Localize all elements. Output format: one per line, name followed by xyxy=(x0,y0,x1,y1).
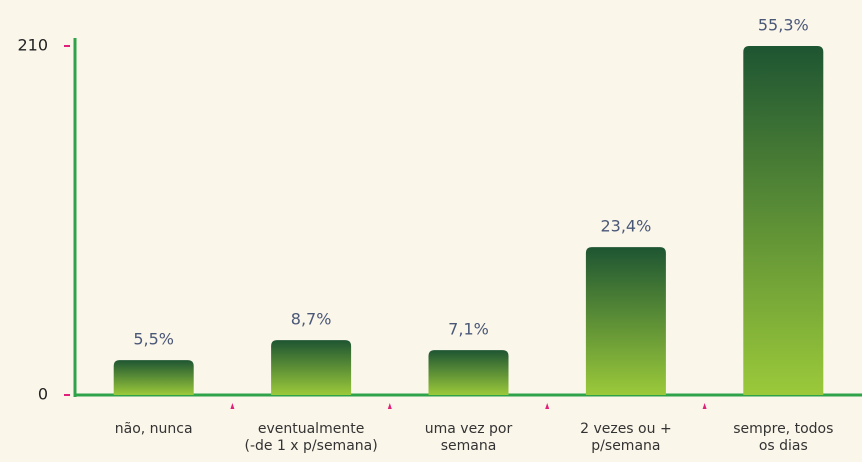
value-label: 8,7% xyxy=(291,310,332,329)
bar xyxy=(113,360,194,395)
bar xyxy=(585,247,666,395)
value-label: 55,3% xyxy=(758,16,809,35)
y-tick-label: 0 xyxy=(38,385,48,404)
bar xyxy=(271,340,352,395)
x-tick-label: uma vez por semana xyxy=(424,421,513,454)
x-tick xyxy=(702,403,707,409)
value-label: 23,4% xyxy=(600,217,651,236)
x-tick-label: 2 vezes ou + p/semana xyxy=(580,421,672,454)
y-tick-label: 210 xyxy=(17,36,48,55)
value-label: 7,1% xyxy=(448,320,489,339)
value-label: 5,5% xyxy=(133,330,174,349)
x-tick-label: eventualmente (-de 1 x p/semana) xyxy=(244,421,378,454)
x-tick xyxy=(230,403,235,409)
x-tick xyxy=(387,403,392,409)
bar xyxy=(743,46,824,395)
x-tick-label: sempre, todos os dias xyxy=(733,421,834,454)
x-tick-label: não, nunca xyxy=(114,421,193,437)
x-tick xyxy=(545,403,550,409)
bar xyxy=(428,350,509,395)
